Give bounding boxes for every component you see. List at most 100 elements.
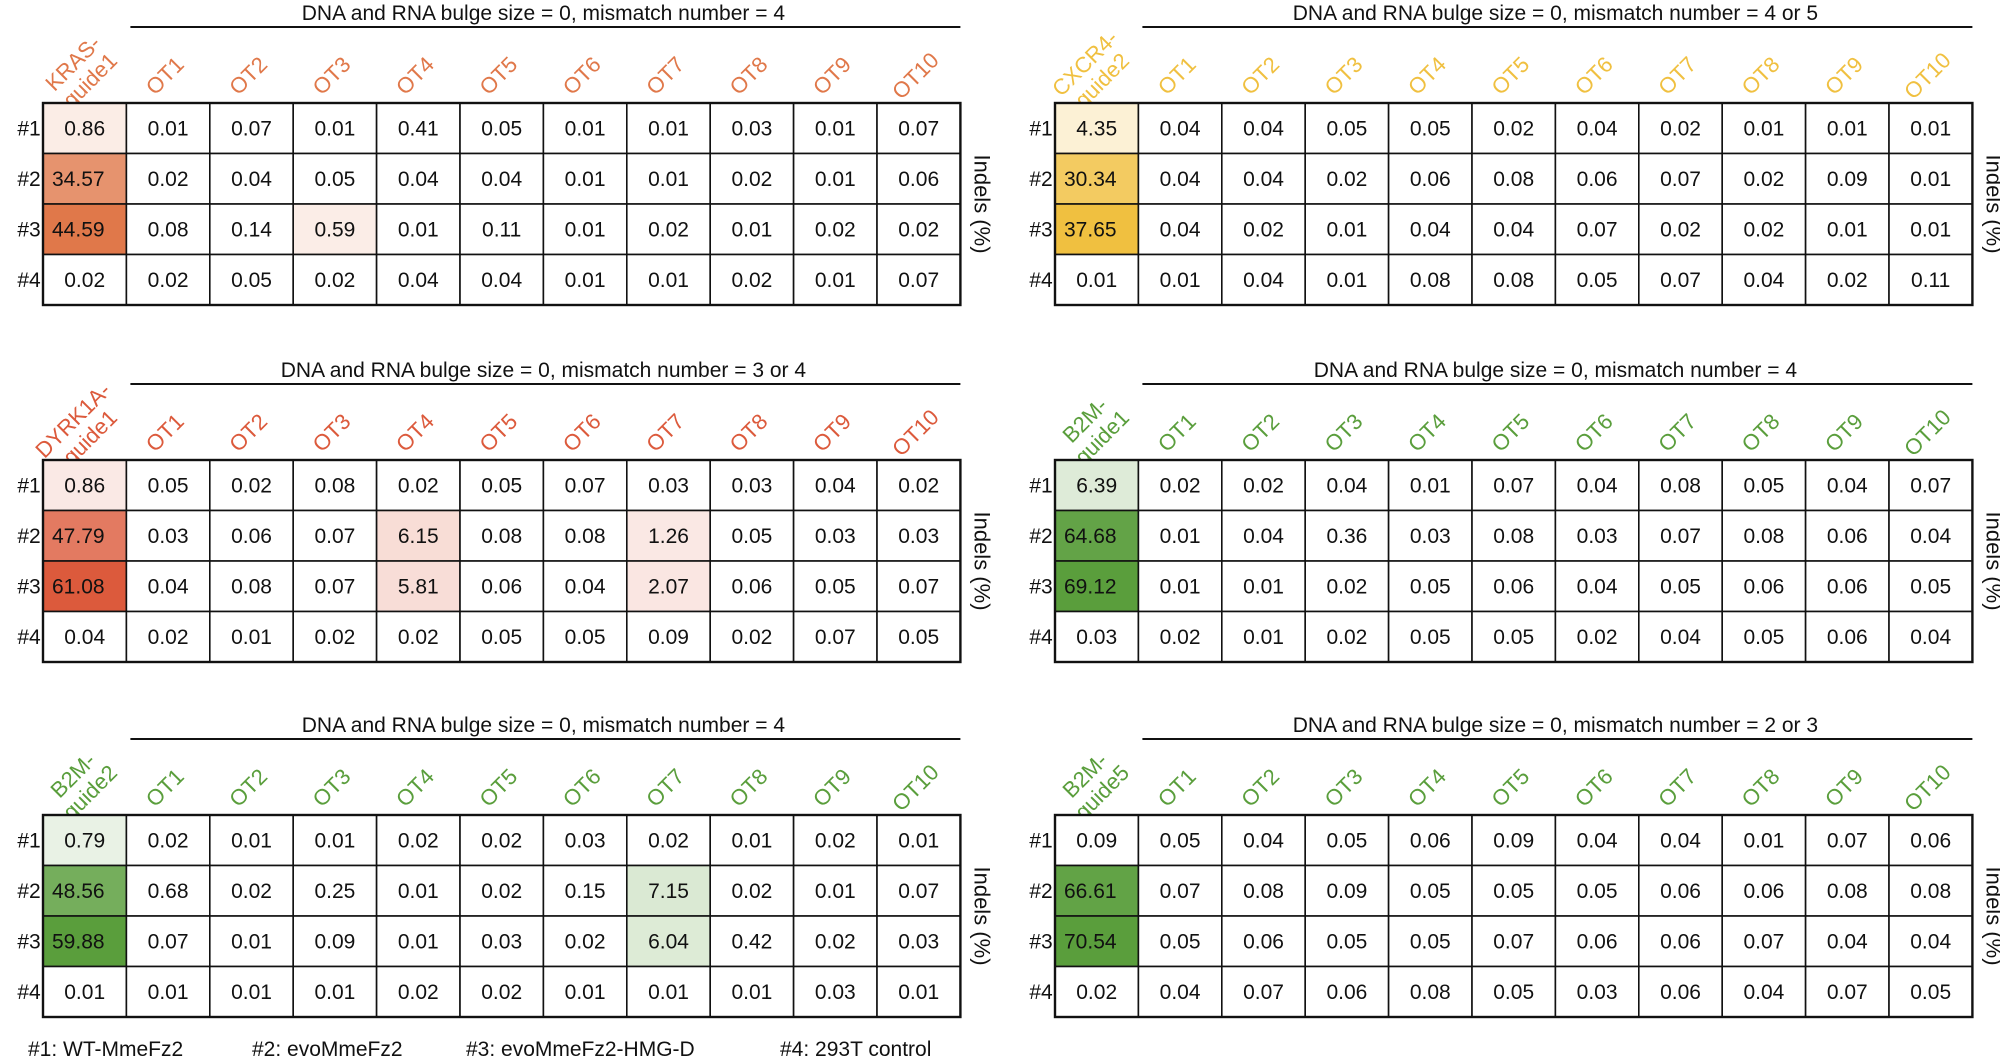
cell-value: 0.06 [1827,575,1868,598]
cell-value: 0.01 [1160,575,1201,598]
cell-value: 0.02 [398,474,439,497]
cell-value: 0.07 [1660,525,1701,548]
cell-value: 0.01 [565,117,606,140]
cell-value: 0.04 [1827,474,1868,497]
heatmap-cell [1804,102,1890,155]
heatmap-cell [292,965,378,1018]
heatmap-cell [1554,509,1640,562]
guide-label: B2M-guide5 [1053,743,1134,824]
cell-value: 0.07 [1493,930,1534,953]
cell-value: 0.04 [1160,218,1201,241]
heatmap-cell [1554,152,1640,205]
heatmap-cell [542,610,628,663]
cell-value: 0.07 [1493,474,1534,497]
heatmap-cell [1054,610,1140,663]
row-label: #4 [1029,269,1053,292]
heatmap-cell [1304,152,1390,205]
cell-value: 0.02 [398,829,439,852]
cell-value: 0.03 [898,930,939,953]
column-label-ot2: OT2 [224,409,272,457]
cell-value: 59.88 [52,930,105,953]
column-label-ot4: OT4 [391,764,439,812]
row-label: #2 [17,168,40,191]
heatmap-cell [125,864,211,917]
row-label: #2 [1029,168,1052,191]
cell-value: 0.02 [1660,218,1701,241]
cell-value: 0.05 [1910,981,1951,1004]
cell-value: 0.07 [1827,981,1868,1004]
cell-value: 0.03 [815,525,856,548]
heatmap-cell [375,152,461,205]
heatmap-cell [1721,965,1807,1018]
heatmap-cell [1721,915,1807,968]
cell-value: 0.06 [1326,981,1367,1004]
cell-value: 0.01 [1743,117,1784,140]
cell-value: 0.01 [64,981,105,1004]
y-axis-label: Indels (%) [1981,154,2000,253]
cell-value: 0.04 [231,168,272,191]
heatmap-cell [1554,610,1640,663]
cell-value: 0.02 [398,981,439,1004]
cell-value: 0.04 [64,626,105,649]
heatmap-cell [125,152,211,205]
heatmap-cell [1221,102,1307,155]
cell-value: 0.01 [1160,269,1201,292]
cell-value: 0.42 [731,930,772,953]
cell-value: 0.05 [1493,981,1534,1004]
row-label: #1 [17,829,40,852]
heatmap-cell [1638,509,1724,562]
panel-kras-guide1: DNA and RNA bulge size = 0, mismatch num… [17,2,994,307]
cell-value: 0.01 [148,981,189,1004]
heatmap-cell [1221,203,1307,256]
column-label-ot2: OT2 [1236,52,1284,100]
cell-value: 0.01 [815,269,856,292]
y-axis-label: Indels (%) [969,511,994,610]
cell-value: 0.79 [64,829,105,852]
column-label-ot1: OT1 [1153,52,1201,100]
cell-value: 0.03 [731,117,772,140]
cell-value: 0.02 [1827,269,1868,292]
cell-value: 0.02 [231,474,272,497]
table-border [41,813,962,1019]
cell-value: 0.04 [1660,626,1701,649]
cell-value: 0.06 [231,525,272,548]
row-label: #1 [17,117,40,140]
cell-value: 0.15 [565,880,606,903]
cell-value: 6.15 [398,525,439,548]
cell-value: 0.02 [731,626,772,649]
cell-value: 0.05 [565,626,606,649]
cell-value: 0.01 [898,829,939,852]
cell-value: 0.06 [1827,525,1868,548]
heatmap-cell [125,560,211,613]
heatmap-cell [292,509,378,562]
column-label-ot4: OT4 [1403,409,1451,457]
heatmap-cell [1221,864,1307,917]
cell-value: 0.01 [815,117,856,140]
cell-value: 0.02 [1076,981,1117,1004]
cell-value: 0.11 [482,218,521,241]
cell-value: 0.05 [481,117,522,140]
cell-value: 0.05 [1410,626,1451,649]
guide-label: KRAS-guide1 [40,31,122,113]
cell-value: 0.06 [1660,930,1701,953]
cell-value: 0.02 [1243,218,1284,241]
column-label-ot7: OT7 [641,409,689,457]
heatmap-cell [1638,102,1724,155]
column-label-ot3: OT3 [1320,764,1368,812]
heatmap-cell [209,253,295,306]
column-label-ot4: OT4 [391,409,439,457]
row-label: #4 [1029,626,1053,649]
cell-value: 0.68 [148,880,189,903]
column-label-ot8: OT8 [725,409,773,457]
cell-value: 0.02 [815,829,856,852]
cell-value: 0.86 [64,117,105,140]
heatmap-cell [375,965,461,1018]
cell-value: 0.01 [1827,117,1868,140]
heatmap-cell [1137,152,1223,205]
cell-value: 0.09 [1493,829,1534,852]
column-label-ot9: OT9 [808,764,856,812]
heatmap-cell [125,915,211,968]
cell-value: 0.14 [231,218,272,241]
heatmap-cell [1387,560,1473,613]
cell-value: 0.05 [1493,880,1534,903]
